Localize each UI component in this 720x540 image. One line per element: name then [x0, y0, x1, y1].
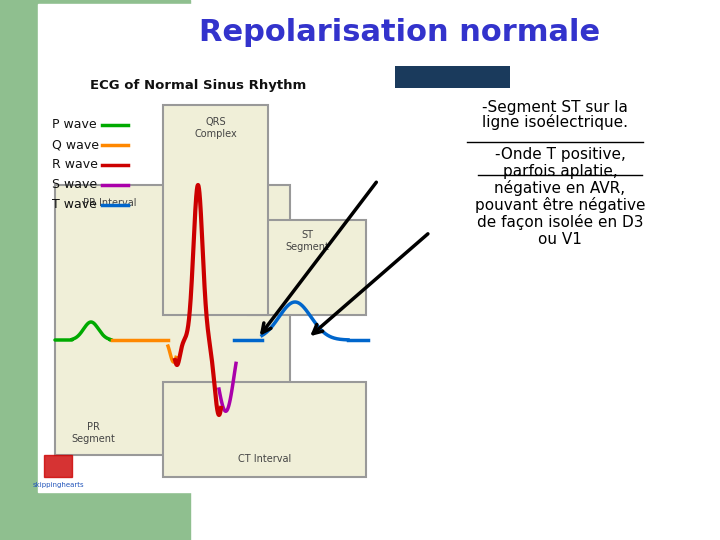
Text: Repolarisation normale: Repolarisation normale	[199, 18, 600, 47]
Bar	[44, 455, 72, 477]
Text: T wave: T wave	[52, 199, 97, 212]
Text: P wave: P wave	[52, 118, 96, 132]
Text: -Onde T positive,: -Onde T positive,	[495, 147, 626, 162]
Bar	[0, 0, 190, 80]
Text: ST
Segment: ST Segment	[285, 230, 329, 252]
Bar	[163, 105, 268, 315]
Text: -Segment ST sur la: -Segment ST sur la	[482, 100, 628, 115]
Bar	[0, 488, 190, 540]
Text: R wave: R wave	[52, 159, 98, 172]
Bar	[163, 382, 366, 477]
Text: PR
Segment: PR Segment	[71, 422, 115, 444]
Text: pouvant être négative: pouvant être négative	[474, 197, 645, 213]
Text: ou V1: ou V1	[538, 232, 582, 247]
Text: QRS
Complex: QRS Complex	[194, 117, 237, 139]
Text: ligne isoélectrique.: ligne isoélectrique.	[482, 114, 628, 130]
Bar	[0, 0, 40, 540]
Bar	[55, 185, 290, 455]
Bar	[395, 66, 510, 88]
Text: CT Interval: CT Interval	[238, 454, 291, 464]
Text: Q wave: Q wave	[52, 138, 99, 152]
Text: PR Interval: PR Interval	[84, 198, 137, 208]
Text: ECG of Normal Sinus Rhythm: ECG of Normal Sinus Rhythm	[90, 78, 306, 91]
Text: négative en AVR,: négative en AVR,	[495, 180, 626, 196]
Text: S wave: S wave	[52, 179, 97, 192]
Text: parfois aplatie,: parfois aplatie,	[503, 164, 617, 179]
Text: skippinghearts: skippinghearts	[32, 482, 84, 488]
Bar	[248, 220, 366, 315]
Text: de façon isolée en D3: de façon isolée en D3	[477, 214, 643, 230]
